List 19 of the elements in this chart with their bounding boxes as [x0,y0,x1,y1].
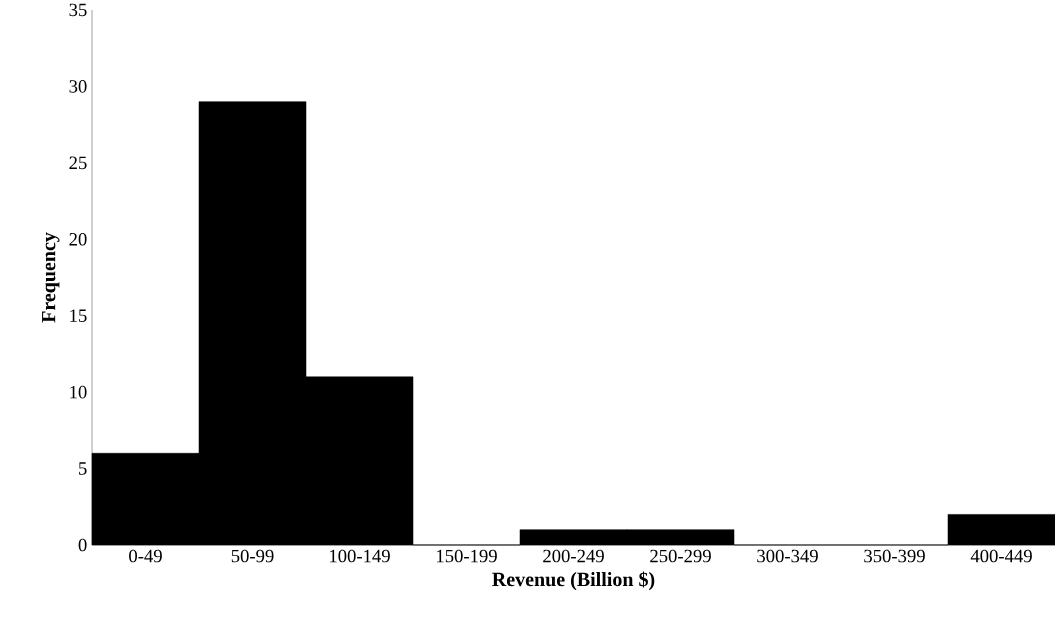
x-tick-label: 0-49 [129,549,162,563]
x-tick-label: 250-299 [650,549,711,563]
x-tick-label: 400-449 [970,549,1032,563]
y-tick-label: 30 [69,80,87,93]
y-tick-label: 0 [78,538,87,552]
y-tick-label: 5 [79,462,87,475]
x-tick-label: 100-149 [330,549,390,563]
y-tick-label: 35 [69,3,87,17]
y-tick-label: 20 [69,232,87,246]
x-tick-label: 150-199 [437,549,497,563]
x-tick-label: 300-349 [757,549,818,563]
y-tick-label: 10 [70,385,87,399]
x-axis-title: Revenue (Billion $) [492,571,655,591]
y-tick-label: 25 [69,156,87,170]
x-tick-label: 200-249 [543,549,604,563]
y-axis-title: Frequency [42,232,60,323]
y-tick-label: 15 [70,309,87,322]
x-tick-label: 50-99 [231,549,274,563]
x-tick-label: 350-399 [864,549,925,563]
